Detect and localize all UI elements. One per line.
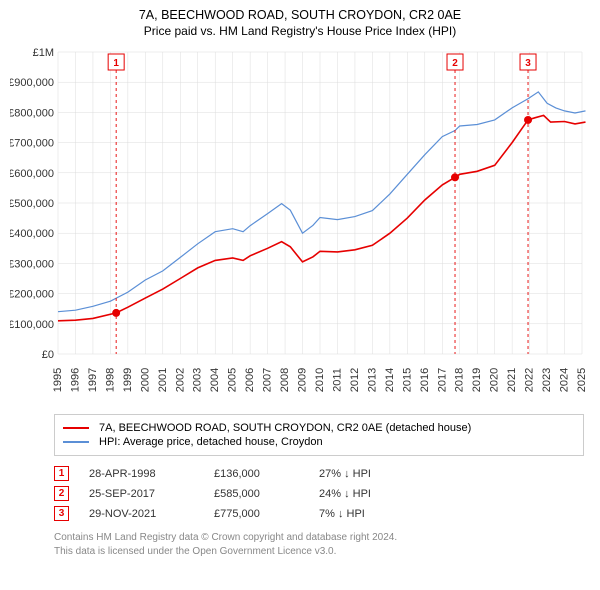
legend-box: 7A, BEECHWOOD ROAD, SOUTH CROYDON, CR2 0… (54, 414, 584, 456)
x-axis-label: 2021 (506, 368, 518, 392)
x-axis-label: 1999 (122, 368, 134, 392)
y-axis-label: £400,000 (10, 228, 54, 240)
x-axis-label: 2009 (297, 368, 309, 392)
transaction-badge: 3 (54, 506, 69, 521)
legend-row: HPI: Average price, detached house, Croy… (63, 436, 575, 448)
y-axis-label: £0 (42, 349, 54, 361)
series-hpi (58, 92, 586, 312)
x-axis-label: 2005 (227, 368, 239, 392)
x-axis-label: 2000 (139, 368, 151, 392)
y-axis-label: £700,000 (10, 138, 54, 150)
x-axis-label: 2008 (279, 368, 291, 392)
x-axis-label: 2011 (331, 368, 343, 392)
transaction-delta: 24% ↓ HPI (319, 488, 439, 500)
transaction-price: £775,000 (214, 508, 319, 520)
transaction-row: 2 25-SEP-2017£585,00024% ↓ HPI (54, 486, 584, 501)
x-axis-label: 1995 (52, 368, 64, 392)
chart-svg: £0 £100,000 £200,000 £300,000 £400,000 £500,0… (10, 46, 590, 406)
transaction-badge: 1 (54, 466, 69, 481)
marker-number-1: 1 (113, 58, 119, 69)
legend-swatch (63, 441, 89, 443)
transaction-delta: 27% ↓ HPI (319, 468, 439, 480)
marker-dot-1 (112, 309, 120, 317)
transaction-price: £585,000 (214, 488, 319, 500)
x-axis-label: 2012 (349, 368, 361, 392)
x-axis-label: 2004 (209, 368, 221, 392)
transaction-delta: 7% ↓ HPI (319, 508, 439, 520)
y-axis-label: £800,000 (10, 107, 54, 119)
footer-line-1: Contains HM Land Registry data © Crown c… (54, 531, 584, 545)
transaction-row: 3 29-NOV-2021£775,0007% ↓ HPI (54, 506, 584, 521)
x-axis-label: 2006 (244, 368, 256, 392)
x-axis-label: 2016 (419, 368, 431, 392)
x-axis-label: 2003 (192, 368, 204, 392)
x-axis-label: 2014 (384, 368, 396, 392)
y-axis-label: £300,000 (10, 258, 54, 270)
x-axis-label: 2010 (314, 368, 326, 392)
y-axis-label: £200,000 (10, 289, 54, 301)
transaction-price: £136,000 (214, 468, 319, 480)
transaction-date: 28-APR-1998 (89, 468, 214, 480)
x-axis-label: 1996 (69, 368, 81, 392)
marker-number-3: 3 (525, 58, 531, 69)
transaction-date: 25-SEP-2017 (89, 488, 214, 500)
marker-dot-3 (524, 116, 532, 124)
x-axis-label: 2019 (471, 368, 483, 392)
x-axis-label: 2001 (157, 368, 169, 392)
footer-line-2: This data is licensed under the Open Gov… (54, 545, 584, 559)
y-axis-label: £900,000 (10, 77, 54, 89)
legend-label: HPI: Average price, detached house, Croy… (99, 436, 323, 448)
x-axis-label: 2025 (576, 368, 588, 392)
x-axis-label: 2020 (489, 368, 501, 392)
x-axis-label: 2017 (436, 368, 448, 392)
y-axis-label: £500,000 (10, 198, 54, 210)
marker-dot-2 (451, 173, 459, 181)
x-axis-label: 2023 (541, 368, 553, 392)
x-axis-label: 2007 (262, 368, 274, 392)
x-axis-label: 2002 (174, 368, 186, 392)
legend-row: 7A, BEECHWOOD ROAD, SOUTH CROYDON, CR2 0… (63, 422, 575, 434)
y-axis-label: £600,000 (10, 168, 54, 180)
y-axis-label: £100,000 (10, 319, 54, 331)
marker-number-2: 2 (452, 58, 458, 69)
x-axis-label: 2015 (401, 368, 413, 392)
page-root: 7A, BEECHWOOD ROAD, SOUTH CROYDON, CR2 0… (0, 0, 600, 564)
title-block: 7A, BEECHWOOD ROAD, SOUTH CROYDON, CR2 0… (6, 8, 594, 38)
chart-area: £0 £100,000 £200,000 £300,000 £400,000 £500,0… (10, 46, 590, 406)
footer-attribution: Contains HM Land Registry data © Crown c… (54, 531, 584, 558)
x-axis-label: 2022 (524, 368, 536, 392)
x-axis-label: 2013 (366, 368, 378, 392)
transaction-date: 29-NOV-2021 (89, 508, 214, 520)
x-axis-label: 2024 (559, 368, 571, 392)
transaction-badge: 2 (54, 486, 69, 501)
chart-title: 7A, BEECHWOOD ROAD, SOUTH CROYDON, CR2 0… (6, 8, 594, 22)
transactions-table: 1 28-APR-1998£136,00027% ↓ HPI 2 25-SEP-201… (54, 466, 584, 521)
chart-subtitle: Price paid vs. HM Land Registry's House … (6, 24, 594, 38)
x-axis-label: 1997 (87, 368, 99, 392)
y-axis-label: £1M (33, 47, 54, 59)
x-axis-label: 2018 (454, 368, 466, 392)
legend-swatch (63, 427, 89, 429)
transaction-row: 1 28-APR-1998£136,00027% ↓ HPI (54, 466, 584, 481)
x-axis-label: 1998 (104, 368, 116, 392)
legend-label: 7A, BEECHWOOD ROAD, SOUTH CROYDON, CR2 0… (99, 422, 471, 434)
